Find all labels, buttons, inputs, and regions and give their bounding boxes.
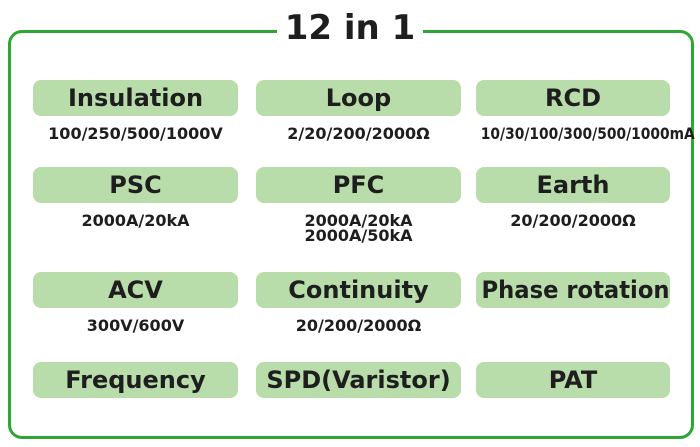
feature-spec: 300V/600V: [86, 316, 185, 335]
feature-label: Insulation: [67, 84, 204, 112]
feature-label-box: Frequency: [33, 362, 238, 398]
feature-label-box: Earth: [476, 167, 670, 203]
feature-label: SPD(Varistor): [266, 366, 451, 394]
feature-label-box: Insulation: [33, 80, 238, 116]
feature-label: Phase rotation: [481, 276, 670, 304]
feature-spec-line: 100/250/500/1000V: [21, 125, 250, 142]
feature-label-box: PFC: [256, 167, 461, 203]
feature-label: Frequency: [65, 366, 206, 394]
feature-label: PAT: [548, 366, 598, 394]
feature-label: PSC: [109, 171, 162, 199]
feature-label: Earth: [536, 171, 610, 199]
feature-spec-line: 2000A/20kA: [21, 212, 250, 229]
title: 12 in 1: [276, 8, 424, 48]
feature-label-box: Continuity: [256, 272, 461, 308]
feature-label: PFC: [332, 171, 385, 199]
feature-spec-line: 20/200/2000Ω: [244, 317, 473, 334]
feature-spec-line: 300V/600V: [21, 317, 250, 334]
feature-spec: 2000A/20kA: [81, 211, 190, 230]
feature-label-box: ACV: [33, 272, 238, 308]
feature-spec-line: 2/20/200/2000Ω: [244, 125, 473, 142]
feature-spec-line: 2000A/50kA: [244, 227, 473, 244]
feature-label: RCD: [544, 84, 601, 112]
feature-label-box: PSC: [33, 167, 238, 203]
feature-spec-line: 10/30/100/300/500/1000mA: [464, 125, 695, 142]
feature-label-box: Phase rotation: [476, 272, 670, 308]
feature-spec: 100/250/500/1000V: [48, 124, 223, 143]
feature-label-box: PAT: [476, 362, 670, 398]
feature-spec: 2000A/50kA: [304, 226, 413, 245]
feature-spec: 20/200/2000Ω: [510, 211, 636, 230]
feature-label: Continuity: [288, 276, 429, 304]
feature-spec: 20/200/2000Ω: [295, 316, 422, 335]
feature-label-box: SPD(Varistor): [256, 362, 461, 398]
feature-label-box: RCD: [476, 80, 670, 116]
feature-label-box: Loop: [256, 80, 461, 116]
feature-spec: 10/30/100/300/500/1000mA: [480, 124, 695, 143]
feature-spec: 2/20/200/2000Ω: [287, 124, 430, 143]
feature-spec-line: 2000A/20kA: [244, 212, 473, 229]
feature-spec-line: 20/200/2000Ω: [464, 212, 682, 229]
title-wrap: 12 in 1: [0, 8, 700, 48]
feature-label: Loop: [325, 84, 392, 112]
feature-label: ACV: [108, 276, 163, 304]
feature-spec: 2000A/20kA: [304, 211, 413, 230]
